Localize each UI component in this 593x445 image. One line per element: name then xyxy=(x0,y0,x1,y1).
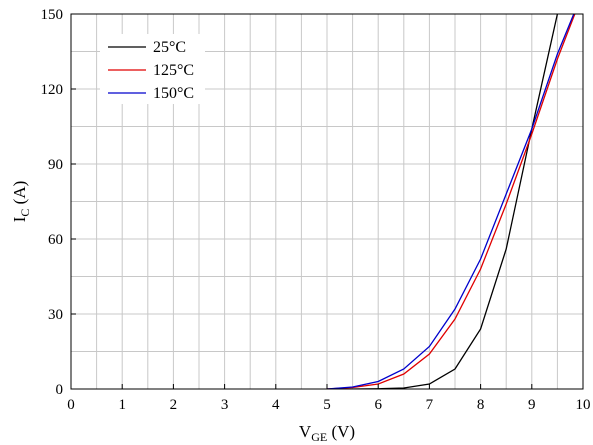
x-axis-label-main: V xyxy=(299,422,312,441)
series-line-2 xyxy=(326,14,575,389)
y-tick-label: 120 xyxy=(41,82,64,98)
x-tick-label: 1 xyxy=(118,397,126,413)
legend-label: 25°C xyxy=(153,39,186,56)
x-tick-label: 10 xyxy=(576,397,591,413)
x-tick-label: 2 xyxy=(170,397,178,413)
x-tick-label: 8 xyxy=(477,397,485,413)
x-axis-label: VGE (V) xyxy=(299,422,355,444)
ticks xyxy=(70,13,584,390)
y-tick-label: 90 xyxy=(48,157,63,173)
y-tick-label: 60 xyxy=(48,232,63,248)
legend: 25°C 125°C 150°C xyxy=(100,34,205,104)
legend-label: 125°C xyxy=(153,62,194,79)
y-tick-label: 150 xyxy=(41,7,64,23)
x-tick-label: 0 xyxy=(67,397,75,413)
tick-labels: 0 1 2 3 4 5 6 7 8 9 10 0 30 60 90 120 150 xyxy=(41,7,591,413)
legend-box xyxy=(100,34,205,104)
y-axis-label-unit: (A) xyxy=(10,181,29,209)
series-line-1 xyxy=(326,14,576,389)
x-tick-label: 9 xyxy=(528,397,536,413)
y-axis-label-main: I xyxy=(10,216,29,222)
x-axis-label-unit: (V) xyxy=(327,422,355,441)
x-tick-label: 5 xyxy=(323,397,331,413)
legend-label: 150°C xyxy=(153,85,194,102)
y-tick-label: 0 xyxy=(56,382,64,398)
y-tick-label: 30 xyxy=(48,307,63,323)
y-axis-label: IC (A) xyxy=(10,181,32,223)
x-tick-label: 6 xyxy=(374,397,382,413)
x-tick-label: 3 xyxy=(221,397,229,413)
y-axis-label-sub: C xyxy=(18,209,32,217)
x-axis-label-sub: GE xyxy=(311,430,327,444)
x-tick-label: 7 xyxy=(426,397,434,413)
x-tick-label: 4 xyxy=(272,397,280,413)
